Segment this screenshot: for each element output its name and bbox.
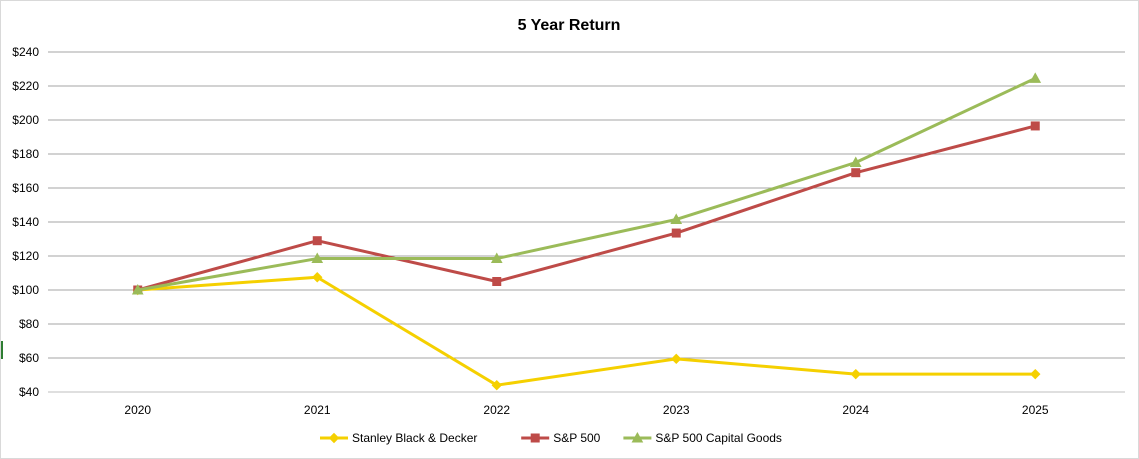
series-lines — [131, 72, 1042, 391]
data-point-s-p-500 — [492, 277, 502, 286]
axes: $40 $60 $80 $100 $120 $140 $160 $180 $200 $220 $24… — [12, 45, 1049, 417]
legend-label: S&P 500 — [553, 431, 600, 445]
x-tick-label: 2024 — [842, 403, 869, 417]
legend-swatch-marker — [530, 433, 540, 443]
legend-swatch-marker — [631, 431, 644, 443]
legend-label: Stanley Black & Decker — [352, 431, 477, 445]
chart-title: 5 Year Return — [518, 17, 621, 34]
y-tick-label: $60 — [19, 351, 39, 365]
y-tick-label: $220 — [12, 79, 39, 93]
legend-item-s-p-500-capital-goods[interactable]: S&P 500 Capital Goods — [623, 431, 782, 445]
y-tick-label: $160 — [12, 181, 39, 195]
legend-item-s-p-500[interactable]: S&P 500 — [521, 431, 601, 445]
y-tick-label: $80 — [19, 317, 39, 331]
data-point-s-p-500 — [312, 236, 322, 246]
data-point-s-p-500-capital-goods — [131, 283, 144, 295]
series-s-p-500-capital-goods — [131, 72, 1042, 295]
series-line-s-p-500 — [137, 124, 1036, 292]
data-point-stanley-black-decker — [850, 368, 861, 380]
data-point-s-p-500-capital-goods — [1029, 72, 1042, 83]
edge-marker — [1, 341, 3, 359]
x-tick-label: 2021 — [304, 403, 331, 417]
legend-swatch-marker — [328, 432, 340, 444]
y-tick-label: $240 — [12, 45, 39, 59]
series-line-s-p-500-capital-goods — [137, 76, 1036, 292]
data-point-stanley-black-decker — [671, 353, 682, 365]
data-point-stanley-black-decker — [312, 272, 323, 283]
legend-label: S&P 500 Capital Goods — [655, 431, 782, 445]
x-tick-label: 2020 — [124, 403, 151, 417]
x-tick-label: 2025 — [1022, 403, 1049, 417]
data-point-s-p-500-capital-goods — [670, 213, 683, 224]
data-point-s-p-500 — [671, 228, 681, 238]
y-tick-label: $120 — [12, 249, 39, 263]
data-point-s-p-500-capital-goods — [490, 252, 503, 264]
data-point-s-p-500 — [1030, 121, 1040, 131]
y-tick-label: $180 — [12, 147, 39, 161]
data-point-s-p-500-capital-goods — [311, 252, 324, 264]
data-point-s-p-500-capital-goods — [849, 156, 862, 167]
legend: Stanley Black & Decker S&P 500 S&P 500 Cap… — [320, 431, 782, 445]
x-tick-label: 2022 — [483, 403, 510, 417]
gridlines — [48, 51, 1125, 393]
series-line-stanley-black-decker — [137, 275, 1036, 387]
y-tick-label: $40 — [19, 385, 39, 399]
x-tick-label: 2023 — [663, 403, 690, 417]
data-point-s-p-500 — [851, 168, 861, 178]
data-point-stanley-black-decker — [491, 379, 502, 391]
y-tick-label: $200 — [12, 113, 39, 127]
legend-item-stanley-black-decker[interactable]: Stanley Black & Decker — [320, 431, 477, 445]
data-point-stanley-black-decker — [1030, 368, 1041, 380]
y-tick-label: $140 — [12, 215, 39, 229]
y-tick-label: $100 — [12, 283, 39, 297]
